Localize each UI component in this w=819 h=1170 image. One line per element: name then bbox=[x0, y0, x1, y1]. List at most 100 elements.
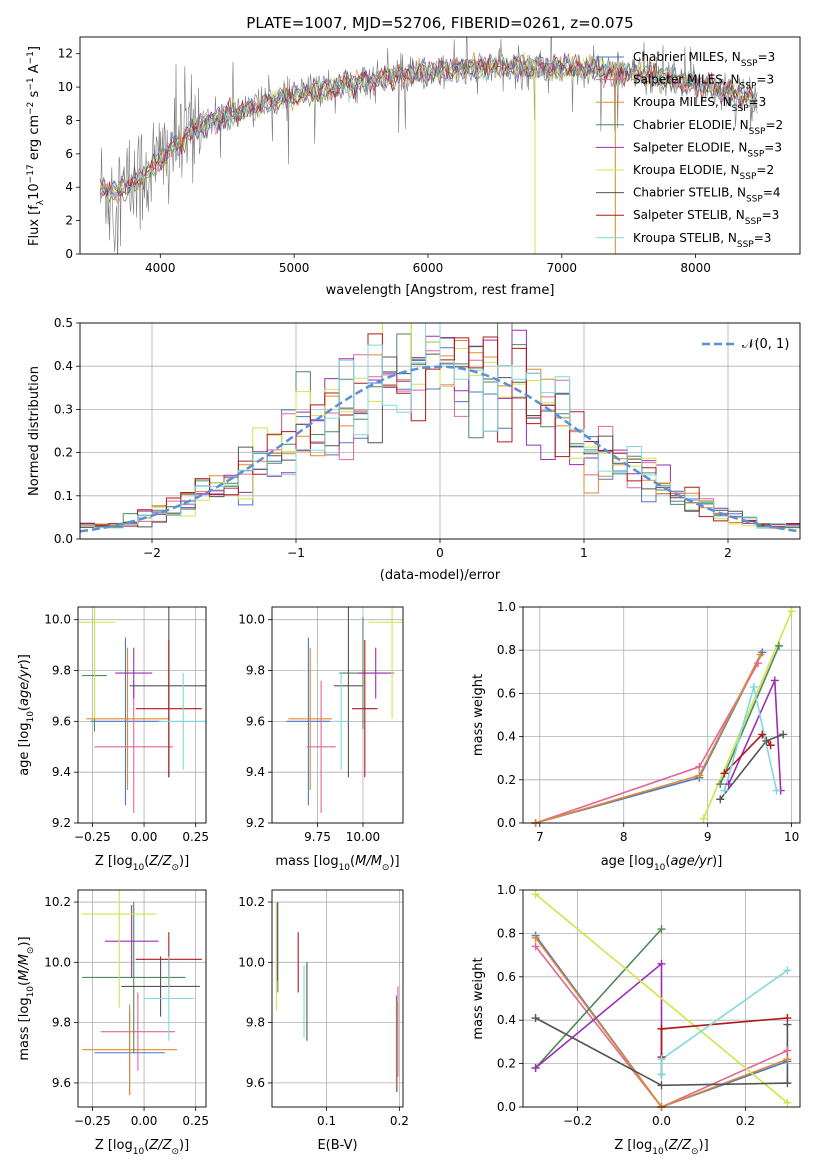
legend-label-chabrier-elodie: Chabrier ELODIE, NSSP=2 bbox=[633, 118, 783, 137]
y-tick-label: 6 bbox=[65, 147, 73, 161]
y-tick-label: 10.2 bbox=[238, 895, 265, 909]
x-tick-label: 0 bbox=[436, 546, 444, 560]
figure-title: PLATE=1007, MJD=52706, FIBERID=0261, z=0… bbox=[246, 14, 633, 32]
label-part: −1 bbox=[26, 51, 36, 64]
panel-mass-vs-Z: −0.25 0.00 0.259.69.810.010.2Z [log10(Z/Z⊙… bbox=[17, 889, 209, 1157]
x-tick-label: 7 bbox=[536, 830, 544, 844]
x-tick-label: 8 bbox=[620, 830, 628, 844]
legend-label-chabrier-stelib: Chabrier STELIB, NSSP=4 bbox=[633, 186, 781, 205]
model-line-kroupa-stelib bbox=[99, 55, 758, 201]
y-axis-label: Normed distribution bbox=[27, 366, 42, 496]
y-tick-label: 1.0 bbox=[497, 883, 516, 897]
weight-marker-chabrier-elodie bbox=[775, 641, 784, 650]
label-part: age [log bbox=[601, 854, 654, 869]
panel-residual-hist: −2 −1 0 1 2 0.0 0.1 0.2 0.3 0.4 0.5 (data-model)/er… bbox=[27, 316, 801, 583]
weight-line-chabrier-elodie bbox=[535, 928, 663, 1069]
weight-marker-chabrier-stelib bbox=[657, 1081, 666, 1090]
weight-line-salpeter-elodie bbox=[535, 962, 663, 1075]
weight-marker-chabrier-stelib bbox=[762, 736, 771, 745]
weight-marker-kroupa-elodie bbox=[699, 814, 708, 823]
weight-marker-chabrier-stelib bbox=[531, 1014, 540, 1023]
y-tick-label: 0.8 bbox=[497, 926, 516, 940]
label-part: Z [log bbox=[614, 1138, 652, 1153]
label-part: =3 bbox=[764, 140, 782, 154]
y-tick-label: 0 bbox=[65, 247, 73, 261]
legend-label-salpeter-miles: Salpeter MILES, NSSP=3 bbox=[633, 73, 774, 92]
weight-marker-kroupa-miles bbox=[783, 1055, 792, 1064]
label-part: 10 bbox=[133, 863, 145, 873]
label-part: SSP bbox=[741, 59, 758, 69]
x-tick-label: 4000 bbox=[145, 261, 176, 275]
label-part: SSP bbox=[732, 104, 749, 114]
label-part: Chabrier STELIB, N bbox=[633, 186, 746, 200]
weight-marker-chabrier-elodie bbox=[657, 925, 666, 934]
label-part: SSP bbox=[740, 82, 757, 92]
model-line-salpeter-stelib bbox=[100, 53, 758, 197]
x-tick-label: 0.25 bbox=[182, 1114, 209, 1128]
y-axis-label: mass [log10(M/M⊙)] bbox=[17, 936, 36, 1060]
x-tick-label: −0.2 bbox=[563, 1114, 592, 1128]
y-tick-label: 9.8 bbox=[246, 664, 265, 678]
weight-line-chabrier-elodie bbox=[719, 645, 780, 785]
weight-marker-kroupa-stelib bbox=[749, 682, 758, 691]
y-tick-label: 1.0 bbox=[497, 600, 516, 614]
label-part: SSP bbox=[737, 240, 754, 250]
label-part: age [log bbox=[17, 723, 32, 776]
label-part: )] bbox=[699, 1138, 709, 1153]
y-tick-label: 10 bbox=[58, 80, 73, 94]
legend-label-kroupa-miles: Kroupa MILES, NSSP=3 bbox=[633, 95, 766, 114]
legend-label-kroupa-elodie: Kroupa ELODIE, NSSP=2 bbox=[633, 163, 774, 182]
x-tick-label: 7000 bbox=[547, 261, 578, 275]
legend-label-salpeter-elodie: Salpeter ELODIE, NSSP=3 bbox=[633, 140, 782, 159]
axes-frame bbox=[77, 606, 207, 824]
y-tick-label: 0.5 bbox=[54, 316, 73, 330]
label-part: Salpeter ELODIE, N bbox=[633, 140, 747, 154]
label-part: =3 bbox=[758, 50, 776, 64]
y-tick-label: 9.8 bbox=[246, 1016, 265, 1030]
x-tick-label: 0.00 bbox=[131, 830, 158, 844]
label-part: age/yr bbox=[17, 663, 32, 706]
label-part: age/yr bbox=[670, 854, 713, 869]
y-tick-label: 0.0 bbox=[54, 532, 73, 546]
label-part: )] bbox=[17, 936, 32, 946]
y-tick-label: 0.4 bbox=[54, 359, 73, 373]
y-axis-label: age [log10(age/yr)] bbox=[17, 654, 36, 776]
weight-marker-kroupa-elodie bbox=[531, 890, 540, 899]
weight-line-kroupa-miles bbox=[534, 937, 788, 1107]
y-tick-label: 9.6 bbox=[52, 1076, 71, 1090]
label-part: 10 bbox=[26, 986, 36, 998]
label-part: ⊙ bbox=[691, 1147, 699, 1157]
label-part: )] bbox=[179, 854, 189, 869]
x-axis-label: mass [log10(M/M⊙)] bbox=[275, 854, 399, 873]
weight-marker-salpeter-stelib bbox=[720, 769, 729, 778]
label-part: SSP bbox=[745, 217, 762, 227]
plot-area bbox=[78, 607, 206, 813]
y-tick-label: 0.6 bbox=[497, 970, 516, 984]
label-part: =2 bbox=[756, 163, 774, 177]
label-part: M/M bbox=[355, 854, 382, 869]
label-part: =3 bbox=[749, 95, 767, 109]
label-part: Z [log bbox=[95, 1138, 133, 1153]
weight-marker-kroupa-elodie bbox=[787, 607, 796, 616]
y-tick-label: 10.2 bbox=[44, 895, 71, 909]
legend-label-chabrier-miles: Chabrier MILES, NSSP=3 bbox=[633, 50, 775, 69]
label-part: SSP bbox=[747, 149, 764, 159]
y-axis-label: mass weight bbox=[471, 957, 486, 1039]
y-tick-label: 9.4 bbox=[52, 765, 71, 779]
label-part: −2 bbox=[26, 102, 36, 115]
weight-marker-kroupa-stelib bbox=[783, 966, 792, 975]
axes-frame bbox=[271, 606, 404, 824]
hist-line-kroupa-stelib bbox=[80, 323, 800, 529]
y-tick-label: 0.8 bbox=[497, 643, 516, 657]
label-part: ⊙ bbox=[171, 1147, 179, 1157]
y-tick-label: 4 bbox=[65, 180, 73, 194]
y-tick-label: 0.4 bbox=[497, 730, 516, 744]
label-part: =3 bbox=[754, 231, 772, 245]
label-part: ( bbox=[350, 854, 355, 869]
y-tick-label: 0.2 bbox=[54, 446, 73, 460]
x-tick-label: 9.75 bbox=[304, 830, 331, 844]
weight-marker-salpeter-miles bbox=[695, 762, 704, 771]
x-tick-label: 0.25 bbox=[182, 830, 209, 844]
label-part: Z [log bbox=[95, 854, 133, 869]
